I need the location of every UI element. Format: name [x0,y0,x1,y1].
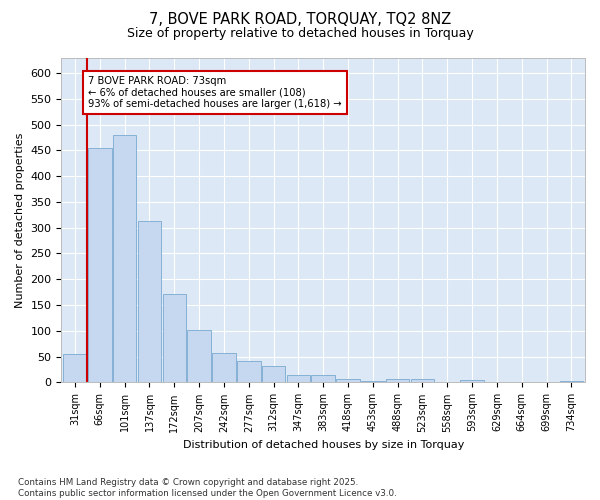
Bar [460,380,484,382]
Bar [163,294,186,382]
Bar [386,379,409,382]
Text: 7 BOVE PARK ROAD: 73sqm
← 6% of detached houses are smaller (108)
93% of semi-de: 7 BOVE PARK ROAD: 73sqm ← 6% of detached… [88,76,341,109]
Bar [237,361,260,382]
X-axis label: Distribution of detached houses by size in Torquay: Distribution of detached houses by size … [182,440,464,450]
Bar [187,330,211,382]
Y-axis label: Number of detached properties: Number of detached properties [15,132,25,308]
Bar [361,381,385,382]
Bar [138,221,161,382]
Text: Size of property relative to detached houses in Torquay: Size of property relative to detached ho… [127,28,473,40]
Bar [262,366,286,382]
Bar [212,353,236,382]
Text: Contains HM Land Registry data © Crown copyright and database right 2025.
Contai: Contains HM Land Registry data © Crown c… [18,478,397,498]
Bar [88,148,112,382]
Bar [410,379,434,382]
Bar [113,135,136,382]
Text: 7, BOVE PARK ROAD, TORQUAY, TQ2 8NZ: 7, BOVE PARK ROAD, TORQUAY, TQ2 8NZ [149,12,451,28]
Bar [311,374,335,382]
Bar [63,354,87,382]
Bar [336,379,360,382]
Bar [287,375,310,382]
